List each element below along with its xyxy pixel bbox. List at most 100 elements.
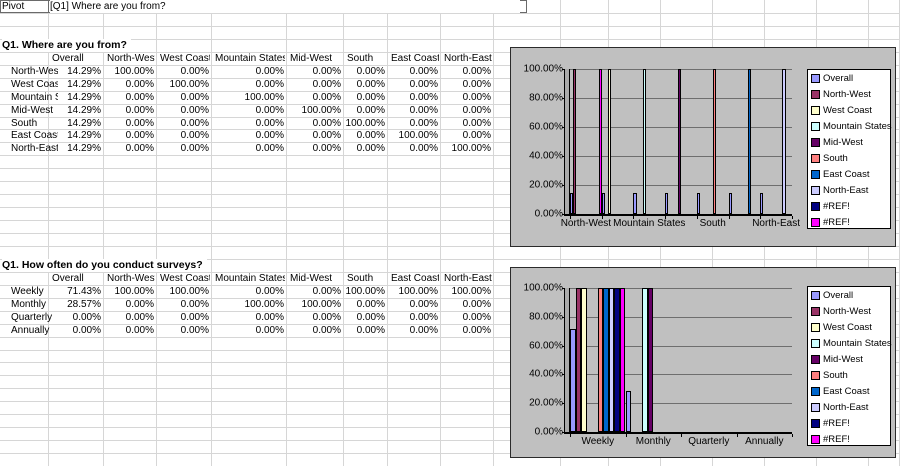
row-label[interactable]: North-East <box>11 143 58 155</box>
value-cell[interactable]: 0.00% <box>255 311 284 323</box>
value-cell[interactable]: 100.00% <box>345 285 385 297</box>
value-cell[interactable]: 0.00% <box>409 91 438 103</box>
value-cell[interactable]: 0.00% <box>180 311 209 323</box>
value-cell[interactable]: 100.00% <box>244 91 284 103</box>
value-cell[interactable]: 0.00% <box>180 143 209 155</box>
row-label[interactable]: South <box>11 117 38 129</box>
value-cell[interactable]: 0.00% <box>180 298 209 310</box>
value-cell[interactable]: 0.00% <box>125 104 154 116</box>
value-cell[interactable]: 0.00% <box>125 130 154 142</box>
value-cell[interactable]: 0.00% <box>356 65 385 77</box>
value-cell[interactable]: 14.29% <box>67 130 101 142</box>
value-cell[interactable]: 0.00% <box>356 324 385 336</box>
value-cell[interactable]: 0.00% <box>312 65 341 77</box>
value-cell[interactable]: 0.00% <box>462 324 491 336</box>
value-cell[interactable]: 0.00% <box>356 130 385 142</box>
value-cell[interactable]: 100.00% <box>398 130 438 142</box>
row-label[interactable]: Weekly <box>11 285 44 297</box>
row-label[interactable]: Mid-West <box>11 104 54 116</box>
value-cell[interactable]: 0.00% <box>255 143 284 155</box>
value-cell[interactable]: 0.00% <box>409 104 438 116</box>
row-label[interactable]: Monthly <box>11 298 47 310</box>
value-cell[interactable]: 0.00% <box>462 91 491 103</box>
value-cell[interactable]: 100.00% <box>301 104 341 116</box>
value-cell[interactable]: 0.00% <box>125 298 154 310</box>
value-cell[interactable]: 14.29% <box>67 65 101 77</box>
value-cell[interactable]: 100.00% <box>244 298 284 310</box>
value-cell[interactable]: 0.00% <box>312 285 341 297</box>
value-cell[interactable]: 0.00% <box>462 117 491 129</box>
chart-where-are-you-from[interactable]: 100.00% 80.00% 60.00% 40.00% 20.00% 0.00% Nort… <box>510 47 896 247</box>
value-cell[interactable]: 14.29% <box>67 143 101 155</box>
row-label[interactable]: East Coast <box>11 130 58 142</box>
value-cell[interactable]: 0.00% <box>180 91 209 103</box>
value-cell[interactable]: 0.00% <box>312 311 341 323</box>
value-cell[interactable]: 100.00% <box>451 285 491 297</box>
value-cell[interactable]: 0.00% <box>180 104 209 116</box>
value-cell[interactable]: 0.00% <box>356 311 385 323</box>
value-cell[interactable]: 0.00% <box>125 117 154 129</box>
value-cell[interactable]: 0.00% <box>312 143 341 155</box>
value-cell[interactable]: 14.29% <box>67 78 101 90</box>
value-cell[interactable]: 0.00% <box>356 104 385 116</box>
value-cell[interactable]: 0.00% <box>180 130 209 142</box>
value-cell[interactable]: 14.29% <box>67 104 101 116</box>
value-cell[interactable]: 0.00% <box>312 324 341 336</box>
value-cell[interactable]: 0.00% <box>255 324 284 336</box>
value-cell[interactable]: 100.00% <box>345 117 385 129</box>
value-cell[interactable]: 0.00% <box>255 104 284 116</box>
value-cell[interactable]: 0.00% <box>462 78 491 90</box>
value-cell[interactable]: 100.00% <box>169 78 209 90</box>
value-cell[interactable]: 0.00% <box>125 91 154 103</box>
value-cell[interactable]: 0.00% <box>180 65 209 77</box>
value-cell[interactable]: 0.00% <box>409 311 438 323</box>
value-cell[interactable]: 0.00% <box>409 117 438 129</box>
value-cell[interactable]: 0.00% <box>409 298 438 310</box>
value-cell[interactable]: 0.00% <box>312 130 341 142</box>
value-cell[interactable]: 0.00% <box>462 130 491 142</box>
value-cell[interactable]: 14.29% <box>67 117 101 129</box>
value-cell[interactable]: 0.00% <box>125 78 154 90</box>
value-cell[interactable]: 0.00% <box>312 78 341 90</box>
value-cell[interactable]: 0.00% <box>255 285 284 297</box>
row-label[interactable]: North-West <box>11 65 58 77</box>
value-cell[interactable]: 0.00% <box>356 91 385 103</box>
value-cell[interactable]: 0.00% <box>462 311 491 323</box>
value-cell[interactable]: 100.00% <box>398 285 438 297</box>
value-cell[interactable]: 0.00% <box>125 311 154 323</box>
value-cell[interactable]: 0.00% <box>356 298 385 310</box>
row-label[interactable]: West Coast <box>11 78 58 90</box>
row-label[interactable]: Mountain States <box>11 91 58 103</box>
value-cell[interactable]: 0.00% <box>356 78 385 90</box>
value-cell[interactable]: 0.00% <box>409 143 438 155</box>
value-cell[interactable]: 0.00% <box>409 324 438 336</box>
value-cell[interactable]: 0.00% <box>409 65 438 77</box>
value-cell[interactable]: 28.57% <box>67 298 101 310</box>
value-cell[interactable]: 100.00% <box>451 143 491 155</box>
value-cell[interactable]: 0.00% <box>255 65 284 77</box>
value-cell[interactable]: 0.00% <box>125 324 154 336</box>
value-cell[interactable]: 71.43% <box>67 285 101 297</box>
value-cell[interactable]: 0.00% <box>180 324 209 336</box>
row-label[interactable]: Annually <box>11 324 50 336</box>
value-cell[interactable]: 100.00% <box>169 285 209 297</box>
value-cell[interactable]: 14.29% <box>67 91 101 103</box>
chart-survey-frequency[interactable]: 100.00% 80.00% 60.00% 40.00% 20.00% 0.00% Week… <box>510 267 896 458</box>
pivot-value-cell[interactable]: [Q1] Where are you from? <box>50 0 520 13</box>
row-label[interactable]: Quarterly <box>11 311 53 323</box>
value-cell[interactable]: 0.00% <box>462 65 491 77</box>
value-cell[interactable]: 0.00% <box>409 78 438 90</box>
value-cell[interactable]: 0.00% <box>255 78 284 90</box>
value-cell[interactable]: 0.00% <box>462 104 491 116</box>
value-cell[interactable]: 100.00% <box>114 285 154 297</box>
value-cell[interactable]: 0.00% <box>255 117 284 129</box>
value-cell[interactable]: 0.00% <box>125 143 154 155</box>
pivot-label-cell[interactable]: Pivot <box>2 1 25 12</box>
value-cell[interactable]: 0.00% <box>255 130 284 142</box>
value-cell[interactable]: 0.00% <box>312 117 341 129</box>
value-cell[interactable]: 0.00% <box>312 91 341 103</box>
value-cell[interactable]: 0.00% <box>72 324 101 336</box>
value-cell[interactable]: 0.00% <box>180 117 209 129</box>
value-cell[interactable]: 0.00% <box>356 143 385 155</box>
value-cell[interactable]: 100.00% <box>301 298 341 310</box>
